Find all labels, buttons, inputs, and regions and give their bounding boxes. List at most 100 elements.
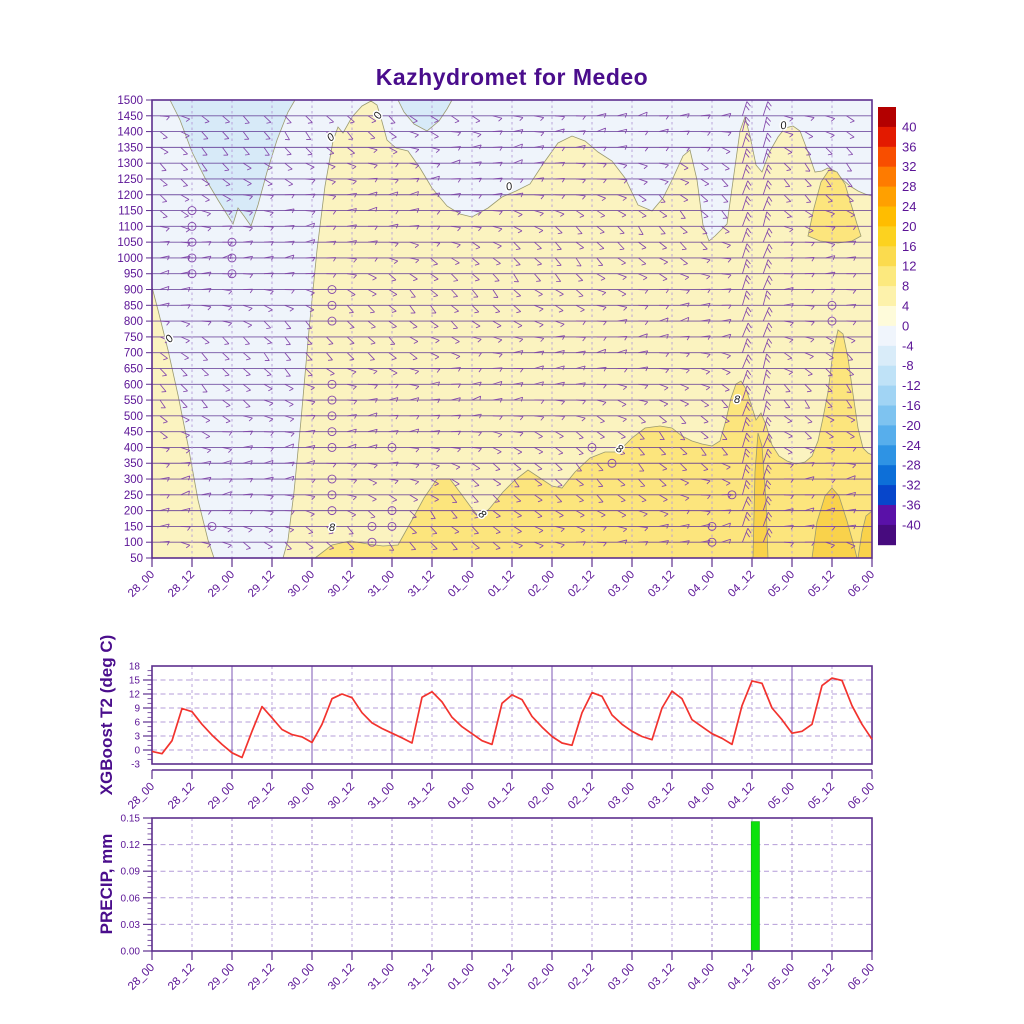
t2-tick-label: 9 [134, 704, 140, 715]
time-tick-label: 28_12 [166, 962, 197, 993]
calm-wind-circle [327, 411, 337, 421]
contour-line-label: 8 [734, 394, 741, 406]
calm-wind-circle [327, 427, 337, 437]
time-tick-label: 30_00 [286, 569, 317, 600]
height-tick-label: 1050 [117, 237, 143, 249]
time-tick-label: 29_12 [246, 569, 277, 600]
time-tick-label: 03_00 [606, 569, 637, 600]
time-tick-label: 05_00 [766, 569, 797, 600]
calm-wind-circle [387, 506, 397, 516]
time-tick-label: 04_12 [726, 569, 757, 600]
time-tick-label: 28_00 [126, 569, 157, 600]
calm-wind-circle [327, 506, 337, 516]
wind-barbs [159, 101, 857, 551]
calm-wind-circle [367, 521, 377, 531]
colorbar-tick-label: 16 [902, 239, 916, 254]
contour-line-label: 8 [329, 522, 336, 534]
height-tick-label: 1150 [118, 206, 143, 218]
contour-region [807, 169, 862, 244]
calm-wind-circle [327, 379, 337, 389]
height-tick-label: 1300 [117, 158, 143, 170]
time-tick-label: 01_12 [486, 962, 517, 993]
time-tick-label: 02_00 [526, 569, 557, 600]
time-tick-label: 31_12 [406, 962, 437, 993]
colorbar-tick-label: -16 [902, 398, 921, 413]
time-tick-label: 04_12 [726, 962, 757, 993]
height-tick-label: 1000 [117, 253, 143, 265]
t2-tick-label: 3 [134, 732, 140, 743]
colorbar-tick-label: 36 [902, 139, 916, 154]
colorbar-tick-label: 32 [902, 159, 916, 174]
height-tick-label: 400 [124, 442, 143, 454]
time-tick-label: 29_12 [246, 962, 277, 993]
colorbar-tick-label: -40 [902, 517, 921, 532]
height-tick-label: 350 [124, 458, 143, 470]
contour-line-label: 0 [779, 119, 788, 132]
calm-wind-circle [707, 537, 717, 547]
precip-tick-label: 0.15 [121, 814, 141, 825]
contour-region [811, 487, 858, 559]
time-tick-label: 01_12 [486, 781, 517, 812]
height-tick-label: 150 [124, 521, 143, 533]
colorbar-tick-label: 40 [902, 119, 916, 134]
time-tick-label: 02_12 [566, 569, 597, 600]
t2-line [151, 677, 873, 759]
colorbar-tick-label: -24 [902, 438, 921, 453]
height-tick-label: 500 [124, 411, 143, 423]
height-tick-label: 450 [124, 427, 143, 439]
time-tick-label: 30_12 [326, 569, 357, 600]
colorbar-tick-label: -20 [902, 418, 921, 433]
time-tick-label: 05_12 [806, 569, 837, 600]
height-tick-label: 850 [124, 300, 143, 312]
height-tick-label: 950 [124, 269, 143, 281]
calm-wind-circle [827, 300, 837, 310]
calm-wind-circle [327, 300, 337, 310]
precip-tick-label: 0.09 [121, 867, 141, 878]
calm-wind-circle [607, 458, 617, 468]
colorbar-tick-label: -12 [902, 378, 921, 393]
time-tick-label: 31_00 [366, 781, 397, 812]
precip-tick-label: 0.00 [121, 947, 141, 958]
calm-wind-circle [327, 395, 337, 405]
calm-wind-circle [327, 316, 337, 326]
time-tick-label: 30_00 [286, 962, 317, 993]
time-tick-label: 06_00 [846, 962, 877, 993]
colorbar-tick-label: -4 [902, 338, 914, 353]
time-tick-label: 04_00 [686, 962, 717, 993]
calm-wind-circle [727, 490, 737, 500]
time-tick-label: 02_00 [526, 781, 557, 812]
calm-wind-circle [187, 237, 197, 247]
calm-wind-circle [227, 253, 237, 263]
t2-tick-label: 6 [134, 718, 140, 729]
time-tick-label: 31_00 [366, 962, 397, 993]
t2-tick-label: 12 [129, 690, 141, 701]
time-tick-label: 03_12 [646, 781, 677, 812]
height-tick-label: 550 [124, 395, 143, 407]
precip-bar [750, 821, 760, 952]
calm-wind-circle [187, 221, 197, 231]
time-tick-label: 05_00 [766, 962, 797, 993]
time-tick-label: 30_12 [326, 781, 357, 812]
time-tick-label: 28_00 [126, 962, 157, 993]
colorbar-tick-label: 4 [902, 299, 909, 314]
height-tick-label: 50 [130, 553, 143, 565]
time-tick-label: 01_00 [446, 569, 477, 600]
time-tick-label: 30_12 [326, 962, 357, 993]
height-tick-label: 1200 [117, 190, 143, 202]
height-tick-label: 100 [124, 537, 143, 549]
time-tick-label: 29_12 [246, 781, 277, 812]
time-tick-label: 01_12 [486, 569, 517, 600]
colorbar-tick-label: 8 [902, 279, 909, 294]
calm-wind-circle [327, 474, 337, 484]
colorbar-tick-label: -32 [902, 478, 921, 493]
calm-wind-circle [827, 316, 837, 326]
precip-tick-label: 0.03 [121, 920, 141, 931]
time-tick-label: 05_12 [806, 781, 837, 812]
time-tick-label: 06_00 [846, 569, 877, 600]
colorbar-tick-label: -28 [902, 458, 921, 473]
height-tick-label: 650 [124, 363, 143, 375]
calm-wind-circle [327, 490, 337, 500]
time-tick-label: 06_00 [846, 781, 877, 812]
calm-wind-circle [207, 521, 217, 531]
colorbar-tick-label: 28 [902, 179, 916, 194]
